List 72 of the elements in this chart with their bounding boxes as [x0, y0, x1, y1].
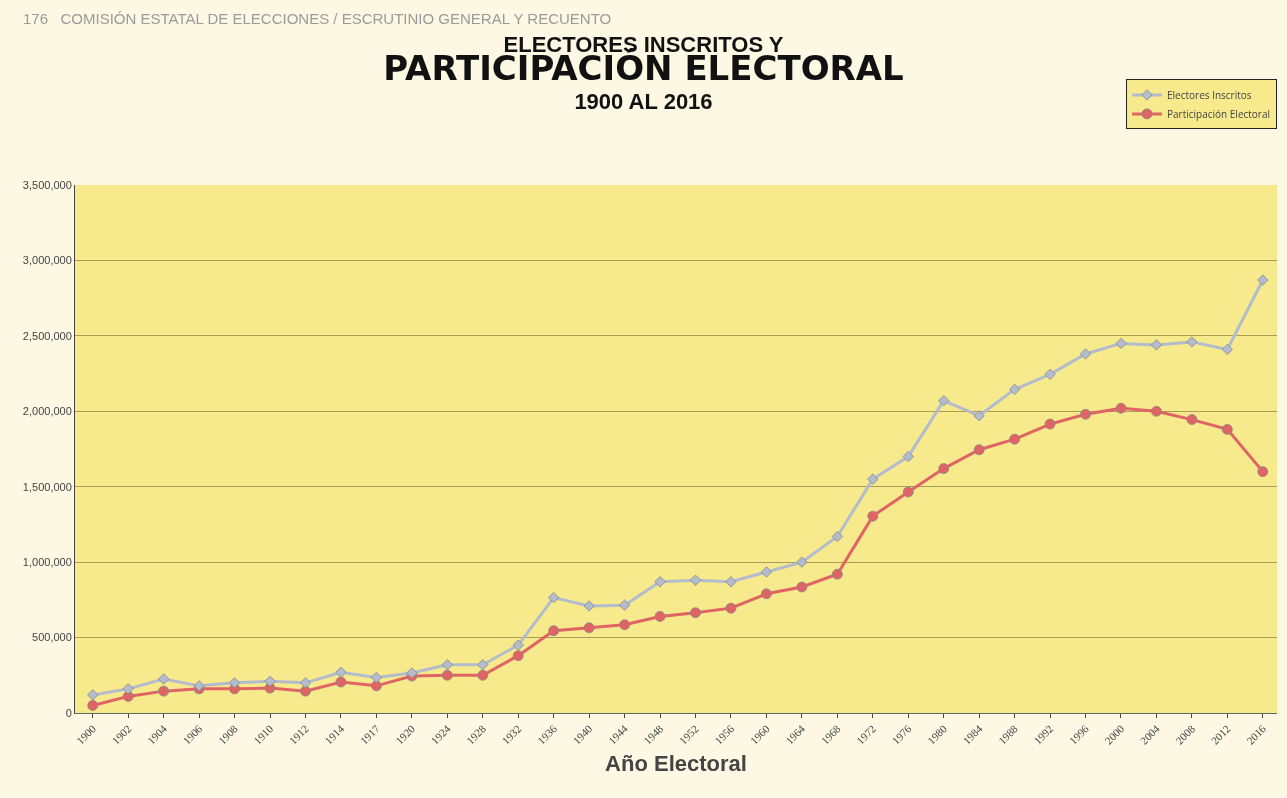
point — [158, 673, 170, 685]
point — [654, 576, 666, 588]
point — [512, 639, 524, 651]
point — [1009, 383, 1021, 396]
point — [618, 599, 631, 611]
point — [831, 530, 843, 543]
point — [1257, 274, 1269, 286]
point — [1079, 348, 1092, 360]
point — [1009, 433, 1021, 445]
point — [122, 683, 134, 695]
point — [1221, 423, 1233, 435]
point — [938, 463, 950, 475]
point — [867, 473, 879, 485]
y-tick-label: 1,000,000 — [22, 555, 72, 568]
point — [902, 450, 914, 463]
point — [87, 700, 99, 711]
point — [690, 607, 701, 619]
point — [1186, 336, 1198, 348]
point — [335, 666, 347, 678]
point — [689, 574, 702, 586]
point — [1115, 337, 1127, 349]
point — [87, 689, 99, 701]
point — [654, 611, 666, 622]
y-tick-label: 3,000,000 — [22, 254, 72, 267]
point — [370, 671, 382, 684]
point — [760, 566, 773, 578]
y-tick-label: 1,500,000 — [22, 480, 72, 493]
point — [1151, 405, 1162, 417]
point — [725, 602, 737, 614]
point — [477, 669, 489, 681]
point — [1257, 466, 1269, 478]
y-tick-label: 3,500,000 — [22, 178, 72, 191]
point — [228, 677, 241, 689]
point — [583, 622, 595, 634]
point — [299, 677, 312, 689]
text: 176 COMISIÓN ESTATAL DE ELECCIONES / ESCRUTINIO GENERAL Y RECUENTO — [23, 10, 612, 27]
y-tick-label: 2,000,000 — [22, 405, 72, 418]
point — [1044, 368, 1056, 380]
legend-label: Participación Electoral — [1167, 106, 1271, 121]
point — [796, 581, 808, 593]
point — [761, 588, 772, 600]
y-tick-label: 0 — [65, 706, 72, 719]
point — [973, 410, 985, 422]
chart-title: ELECTORES INSCRITOS Y PARTICIPACIÓN ELECTORAL 1900 AL 2016 — [383, 31, 904, 115]
y-tick-label: 500,000 — [32, 631, 72, 644]
point — [1186, 414, 1198, 425]
point — [264, 675, 276, 687]
point — [158, 685, 170, 697]
point — [1044, 418, 1056, 430]
point — [548, 625, 560, 637]
point — [619, 619, 630, 631]
point — [973, 444, 985, 456]
point — [512, 650, 524, 662]
point — [796, 556, 808, 568]
point — [831, 568, 843, 580]
point — [441, 669, 453, 681]
point — [1221, 343, 1233, 356]
point — [1150, 339, 1163, 351]
point — [477, 659, 489, 671]
point — [867, 510, 879, 522]
point — [441, 659, 453, 671]
point — [902, 486, 914, 498]
point — [938, 395, 950, 407]
point — [583, 600, 595, 612]
point — [1080, 408, 1091, 420]
point — [335, 676, 347, 688]
point — [548, 591, 560, 604]
legend-label: Electores Inscritos — [1167, 87, 1252, 102]
point — [725, 576, 737, 588]
x-axis-title: Año Electoral — [605, 751, 747, 777]
y-tick-label: 2,500,000 — [22, 329, 72, 342]
point — [1115, 402, 1127, 414]
